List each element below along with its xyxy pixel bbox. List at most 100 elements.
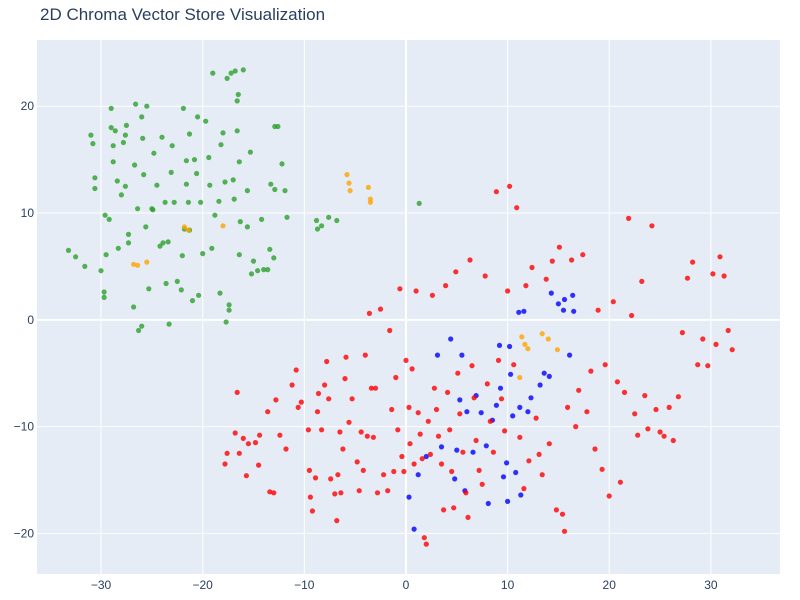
data-point[interactable] bbox=[429, 292, 435, 298]
data-point[interactable] bbox=[543, 276, 549, 282]
data-point[interactable] bbox=[120, 139, 126, 146]
data-point[interactable] bbox=[209, 245, 215, 251]
data-point[interactable] bbox=[73, 254, 79, 260]
data-point[interactable] bbox=[479, 481, 485, 487]
data-point[interactable] bbox=[101, 289, 107, 295]
data-point[interactable] bbox=[356, 488, 362, 494]
data-point[interactable] bbox=[168, 169, 174, 175]
data-point[interactable] bbox=[484, 381, 490, 387]
data-point[interactable] bbox=[565, 404, 571, 410]
data-point[interactable] bbox=[222, 179, 228, 185]
data-point[interactable] bbox=[397, 286, 403, 292]
data-point[interactable] bbox=[279, 161, 285, 167]
data-point[interactable] bbox=[240, 435, 246, 441]
data-point[interactable] bbox=[370, 434, 376, 440]
data-point[interactable] bbox=[298, 399, 304, 405]
data-point[interactable] bbox=[567, 352, 573, 358]
data-point[interactable] bbox=[549, 258, 555, 264]
data-point[interactable] bbox=[236, 252, 242, 258]
data-point[interactable] bbox=[399, 453, 405, 460]
data-point[interactable] bbox=[555, 301, 562, 307]
data-point[interactable] bbox=[132, 162, 138, 168]
data-point[interactable] bbox=[537, 382, 543, 388]
data-point[interactable] bbox=[217, 290, 223, 296]
data-point[interactable] bbox=[457, 411, 463, 417]
data-point[interactable] bbox=[162, 199, 168, 205]
data-point[interactable] bbox=[528, 395, 534, 401]
data-point[interactable] bbox=[141, 172, 147, 178]
data-point[interactable] bbox=[487, 418, 493, 424]
data-point[interactable] bbox=[502, 428, 508, 434]
data-point[interactable] bbox=[226, 307, 232, 313]
data-point[interactable] bbox=[452, 476, 458, 482]
data-point[interactable] bbox=[434, 352, 441, 358]
data-point[interactable] bbox=[545, 336, 551, 342]
data-point[interactable] bbox=[220, 223, 226, 229]
data-point[interactable] bbox=[163, 280, 169, 287]
data-point[interactable] bbox=[485, 500, 491, 507]
data-point[interactable] bbox=[518, 492, 524, 498]
data-point[interactable] bbox=[539, 472, 545, 478]
data-point[interactable] bbox=[207, 182, 213, 188]
data-point[interactable] bbox=[261, 267, 267, 273]
data-point[interactable] bbox=[470, 449, 476, 455]
data-point[interactable] bbox=[391, 468, 397, 475]
data-point[interactable] bbox=[471, 395, 477, 401]
data-point[interactable] bbox=[416, 200, 422, 206]
data-point[interactable] bbox=[309, 508, 315, 514]
data-point[interactable] bbox=[453, 269, 459, 275]
data-point[interactable] bbox=[151, 150, 157, 156]
data-point[interactable] bbox=[273, 397, 279, 403]
data-point[interactable] bbox=[522, 341, 528, 347]
data-point[interactable] bbox=[372, 385, 379, 391]
data-point[interactable] bbox=[232, 68, 238, 74]
data-point[interactable] bbox=[364, 433, 370, 439]
data-point[interactable] bbox=[183, 181, 189, 187]
data-point[interactable] bbox=[122, 132, 128, 138]
data-point[interactable] bbox=[381, 472, 387, 478]
data-point[interactable] bbox=[160, 240, 166, 246]
data-point[interactable] bbox=[460, 449, 466, 455]
data-point[interactable] bbox=[498, 396, 505, 402]
data-point[interactable] bbox=[713, 341, 719, 347]
data-point[interactable] bbox=[358, 429, 364, 435]
data-point[interactable] bbox=[614, 379, 621, 385]
data-point[interactable] bbox=[275, 123, 281, 130]
data-point[interactable] bbox=[314, 226, 321, 232]
data-point[interactable] bbox=[407, 441, 413, 447]
data-point[interactable] bbox=[606, 493, 612, 499]
data-point[interactable] bbox=[368, 385, 374, 391]
data-point[interactable] bbox=[245, 441, 251, 447]
data-point[interactable] bbox=[277, 432, 283, 438]
data-point[interactable] bbox=[435, 433, 442, 439]
data-point[interactable] bbox=[556, 244, 563, 250]
data-point[interactable] bbox=[632, 411, 638, 417]
data-point[interactable] bbox=[490, 449, 496, 455]
data-point[interactable] bbox=[467, 257, 473, 263]
data-point[interactable] bbox=[131, 304, 137, 310]
data-point[interactable] bbox=[179, 253, 185, 259]
data-point[interactable] bbox=[417, 431, 423, 437]
data-point[interactable] bbox=[210, 70, 216, 76]
data-point[interactable] bbox=[165, 239, 171, 245]
data-point[interactable] bbox=[561, 528, 568, 534]
data-point[interactable] bbox=[576, 387, 582, 393]
data-point[interactable] bbox=[234, 128, 240, 134]
data-point[interactable] bbox=[236, 159, 242, 165]
data-point[interactable] bbox=[237, 219, 243, 225]
data-point[interactable] bbox=[517, 404, 523, 410]
data-point[interactable] bbox=[455, 370, 461, 376]
data-point[interactable] bbox=[324, 358, 330, 365]
data-point[interactable] bbox=[247, 149, 253, 155]
data-point[interactable] bbox=[406, 494, 412, 500]
data-point[interactable] bbox=[409, 366, 415, 372]
data-point[interactable] bbox=[523, 283, 529, 289]
data-point[interactable] bbox=[235, 91, 241, 98]
data-point[interactable] bbox=[139, 114, 145, 120]
data-point[interactable] bbox=[185, 199, 191, 205]
data-point[interactable] bbox=[649, 223, 655, 229]
data-point[interactable] bbox=[340, 446, 346, 452]
data-point[interactable] bbox=[267, 489, 273, 495]
data-point[interactable] bbox=[125, 231, 132, 237]
data-point[interactable] bbox=[150, 207, 156, 213]
